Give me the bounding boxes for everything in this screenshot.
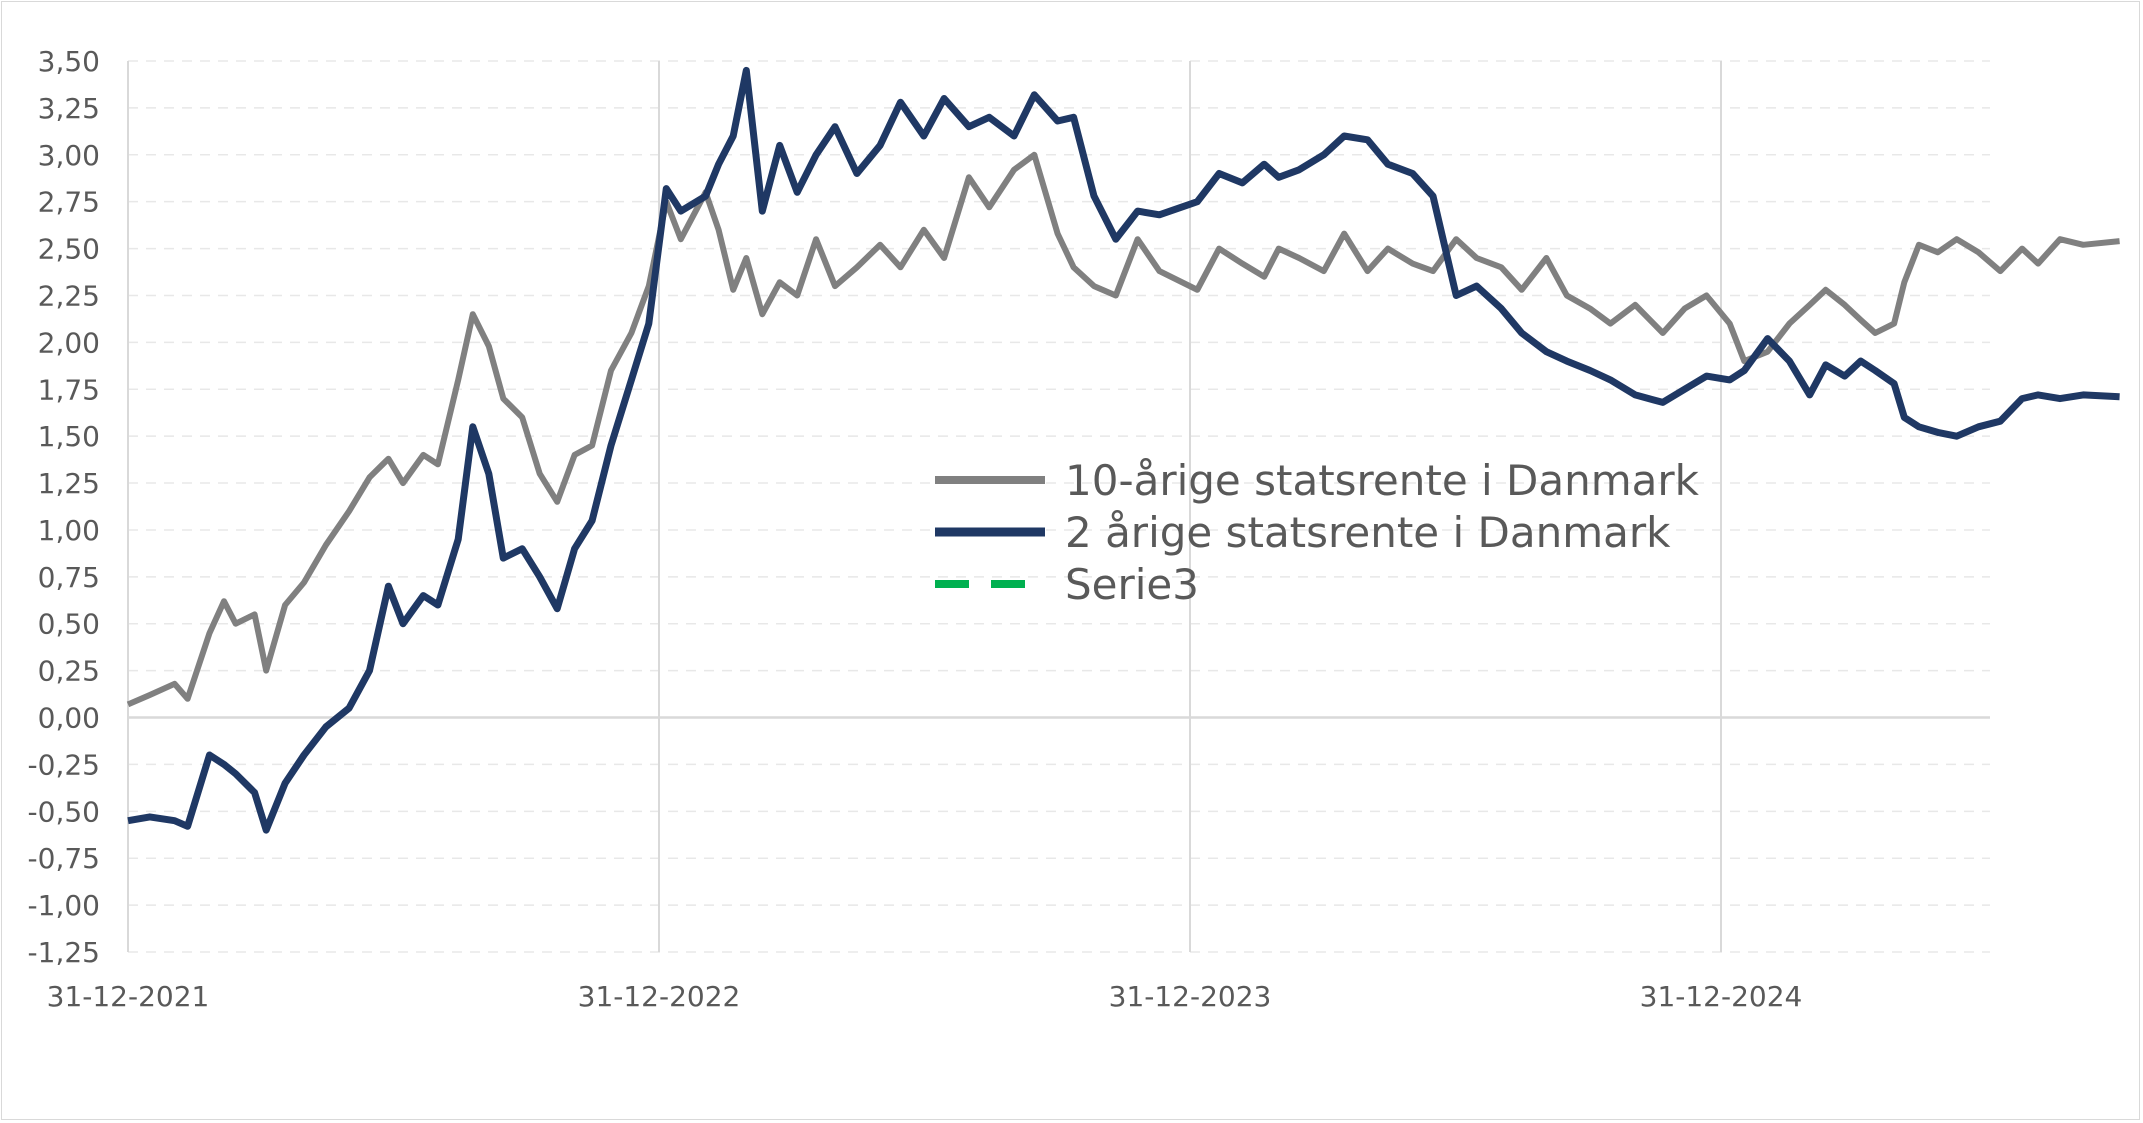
y-tick-label: 2,00 — [38, 326, 100, 359]
x-axis-ticks: 31-12-2021 31-12-2022 31-12-2023 31-12-2024 — [47, 980, 1803, 1013]
y-tick-label: 1,25 — [38, 467, 100, 500]
x-tick-label: 31-12-2022 — [578, 980, 741, 1013]
y-tick-label: 0,50 — [38, 608, 100, 641]
y-tick-label: -0,75 — [28, 842, 100, 875]
y-tick-label: 1,75 — [38, 373, 100, 406]
y-tick-label: 3,25 — [38, 92, 100, 125]
legend-label-2: Serie3 — [1065, 560, 1199, 609]
series-line-0 — [126, 151, 2120, 708]
y-tick-label: 3,50 — [38, 45, 100, 78]
y-tick-label: 1,00 — [38, 514, 100, 547]
series-line-1 — [127, 66, 2120, 834]
x-tick-label: 31-12-2023 — [1109, 980, 1272, 1013]
grid — [127, 60, 1990, 953]
y-tick-label: 1,50 — [38, 420, 100, 453]
y-tick-label: -1,25 — [28, 936, 100, 969]
y-axis-ticks: 3,50 3,25 3,00 2,75 2,50 2,25 2,00 1,75 1,50 1,25… — [28, 45, 100, 969]
y-tick-label: 2,25 — [38, 279, 100, 312]
x-tick-label: 31-12-2024 — [1640, 980, 1803, 1013]
y-tick-label: 0,75 — [38, 561, 100, 594]
y-tick-label: 2,75 — [38, 186, 100, 219]
y-tick-label: 3,00 — [38, 139, 100, 172]
y-tick-label: 0,25 — [38, 655, 100, 688]
x-tick-label: 31-12-2021 — [47, 980, 210, 1013]
legend-label-0: 10-årige statsrente i Danmark — [1065, 456, 1700, 505]
y-tick-label: 0,00 — [38, 702, 100, 735]
series-lines — [126, 66, 2120, 834]
y-tick-label: -0,25 — [28, 748, 100, 781]
y-tick-label: -1,00 — [28, 889, 100, 922]
y-tick-label: -0,50 — [28, 795, 100, 828]
y-tick-label: 2,50 — [38, 233, 100, 266]
legend-label-1: 2 årige statsrente i Danmark — [1065, 508, 1671, 557]
